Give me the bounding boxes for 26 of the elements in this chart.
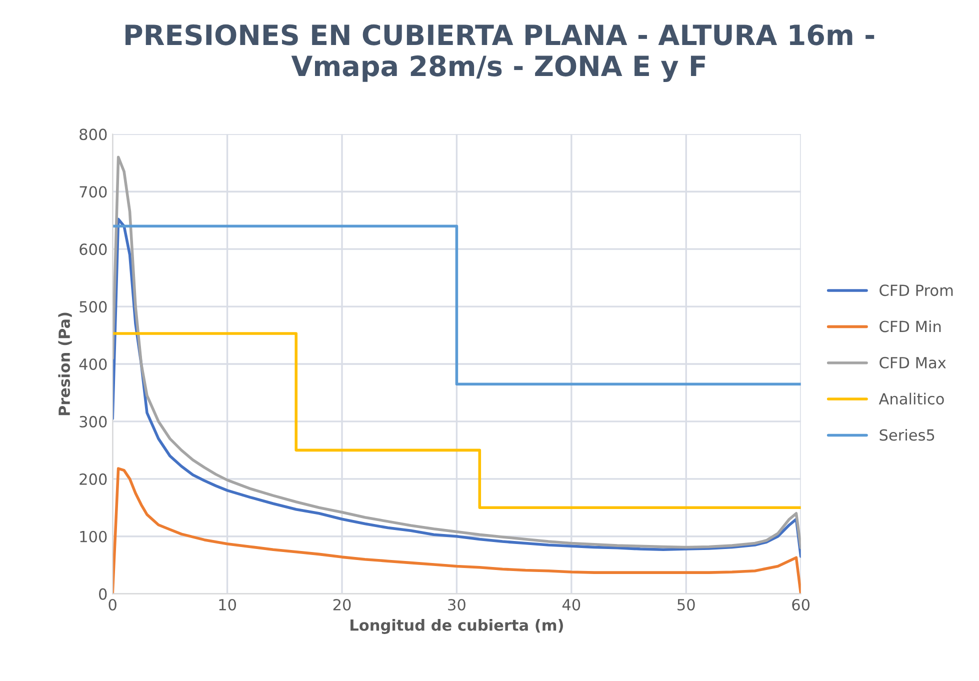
y-tick-label: 200 xyxy=(80,473,107,485)
line-series xyxy=(112,156,801,550)
legend-label: CFD Prom xyxy=(880,284,953,296)
legend-label: CFD Min xyxy=(880,320,941,332)
y-tick-label: 500 xyxy=(80,301,107,313)
y-tick-label: 600 xyxy=(80,244,107,256)
x-tick-label: 0 xyxy=(108,598,116,611)
x-tick-label: 40 xyxy=(562,598,580,611)
legend-label: Analitico xyxy=(878,392,944,405)
legend-label: Series5 xyxy=(880,428,934,441)
x-axis-title: Longitud de cubierta (m) xyxy=(350,619,563,634)
chart-title: PRESIONES EN CUBIERTA PLANA - ALTURA 16m - Vmapa 28m/s - ZONA E y F xyxy=(126,24,874,82)
y-tick-label: 700 xyxy=(80,186,107,198)
y-tick-label: 100 xyxy=(80,530,107,542)
line-series xyxy=(112,218,801,558)
y-tick-label: 0 xyxy=(99,588,107,600)
x-tick-label: 10 xyxy=(219,598,236,611)
x-tick-label: 60 xyxy=(792,598,810,611)
x-tick-label: 20 xyxy=(333,598,351,611)
y-tick-label: 400 xyxy=(79,358,107,370)
y-tick-label: 300 xyxy=(80,416,107,428)
x-tick-label: 30 xyxy=(448,598,466,611)
y-tick-label: 800 xyxy=(80,128,107,140)
x-tick-label: 50 xyxy=(678,598,695,611)
legend-label: CFD Max xyxy=(880,356,946,368)
y-axis-title: Presion (Pa) xyxy=(58,312,72,416)
